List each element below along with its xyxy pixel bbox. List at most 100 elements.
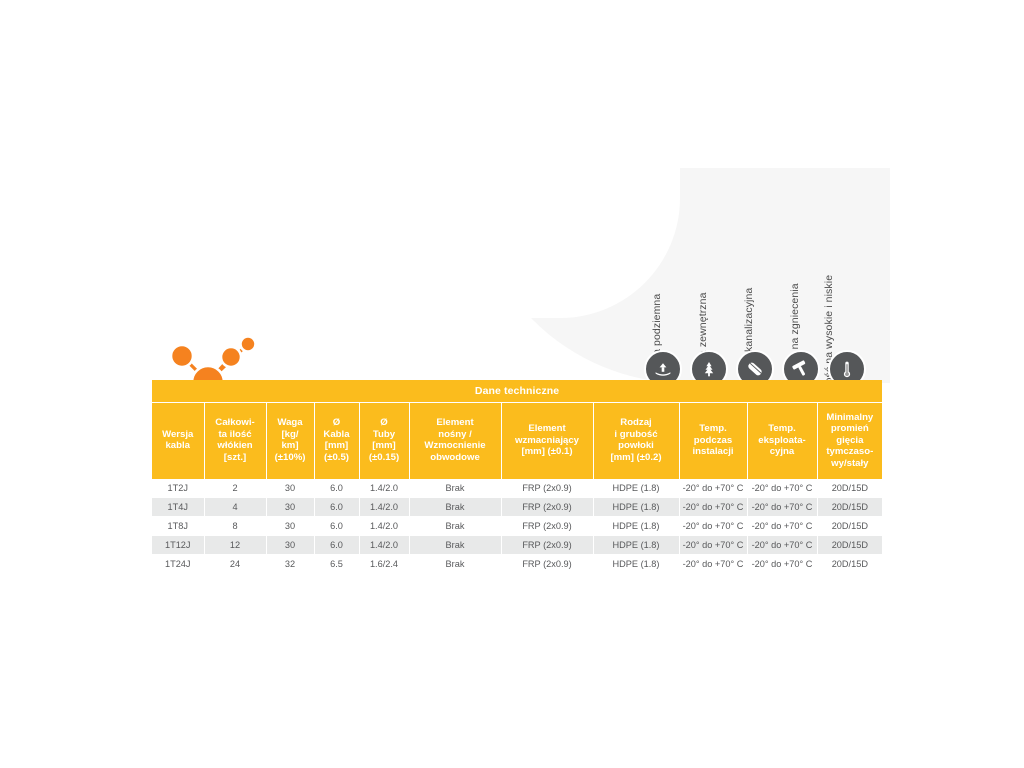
- table-cell: 30: [265, 516, 314, 536]
- header-line: (±0.5): [324, 451, 349, 463]
- table-cell: -20° do +70° C: [746, 554, 817, 574]
- column-header-waga: Waga [kg/ km] (±10%): [265, 402, 314, 479]
- header-line: Kabla: [323, 428, 350, 440]
- table-cell: Brak: [408, 535, 501, 555]
- table-cell: 30: [265, 535, 314, 555]
- header-line: tymczaso-: [826, 446, 874, 457]
- feature-outdoor-installation[interactable]: Instalacja zewnętrzna: [686, 188, 732, 396]
- header-line: (±10%): [274, 451, 306, 463]
- feature-underground-installation[interactable]: Instalacja podziemna: [640, 188, 686, 394]
- table-cell: 32: [265, 554, 314, 574]
- table-cell: -20° do +70° C: [746, 478, 817, 498]
- table-cell: Brak: [408, 497, 501, 517]
- header-line: Temp.: [699, 423, 727, 434]
- column-header-wersja-kabla: Wersja kabla: [152, 402, 204, 479]
- table-column-headers: Wersja kabla Całkowi- ta ilość włókien […: [152, 402, 883, 479]
- cell-cable-version: 1T4J: [152, 497, 204, 517]
- column-header-minimalny-promien-giecia: Minimalny promień gięcia tymczaso- wy/st…: [816, 402, 883, 479]
- header-line: powłoki: [618, 440, 654, 452]
- column-header-srednica-kabla: Ø Kabla [mm] (±0.5): [313, 402, 359, 479]
- header-line: [kg/: [281, 428, 299, 440]
- table-cell: Brak: [408, 554, 501, 574]
- table-title-row: Dane techniczne: [152, 380, 883, 403]
- column-header-element-wzmacniajacy: Element wzmacniający [mm] (±0.1): [500, 402, 593, 479]
- table-cell: 6.0: [313, 478, 359, 498]
- table-title: Dane techniczne: [152, 380, 883, 403]
- cell-cable-version: 1T24J: [152, 554, 204, 574]
- column-header-srednica-tuby: Ø Tuby [mm] (±0.15): [358, 402, 409, 479]
- table-body: 1T2J 2 30 6.0 1.4/2.0 Brak FRP (2x0.9) HDPE (1.…: [152, 478, 883, 574]
- header-line: Element: [436, 417, 474, 429]
- column-header-calkowita-ilosc-wlokien: Całkowi- ta ilość włókien [szt.]: [203, 402, 266, 479]
- header-line: Waga: [277, 417, 303, 429]
- table-cell: 4: [203, 497, 266, 517]
- header-line: [mm]: [372, 440, 396, 452]
- table-cell: 2: [203, 478, 266, 498]
- table-cell: 24: [203, 554, 266, 574]
- column-header-temp-instalacji: Temp. podczas instalacji: [678, 402, 747, 479]
- table-cell: FRP (2x0.9): [500, 535, 593, 555]
- table-cell: -20° do +70° C: [678, 535, 747, 555]
- table-cell: -20° do +70° C: [678, 554, 747, 574]
- header-line: eksploata-: [758, 434, 806, 446]
- header-line: km]: [281, 440, 299, 452]
- table-cell: HDPE (1.8): [592, 516, 679, 536]
- header-line: Wzmocnienie: [424, 440, 486, 452]
- table-row: 1T8J 8 30 6.0 1.4/2.0 Brak FRP (2x0.9) HDPE (1.…: [152, 516, 883, 536]
- header-line: Ø: [332, 417, 341, 429]
- header-line: Ø: [380, 417, 388, 429]
- table-cell: 1.4/2.0: [358, 478, 409, 498]
- table-cell: 1.4/2.0: [358, 535, 409, 555]
- header-line: Temp.: [768, 423, 796, 434]
- table-row: 1T24J 24 32 6.5 1.6/2.4 Brak FRP (2x0.9) HDPE (…: [152, 554, 883, 574]
- table-cell: -20° do +70° C: [746, 497, 817, 517]
- feature-temperature-resistance[interactable]: Odporność na wysokie i niskie temperatur…: [823, 188, 870, 419]
- header-line: obwodowe: [430, 451, 480, 463]
- table-cell: -20° do +70° C: [746, 535, 817, 555]
- header-line: [mm]: [324, 440, 349, 452]
- table-cell: -20° do +70° C: [746, 516, 817, 536]
- feature-duct-installation[interactable]: Instalacja kanalizacyjna: [732, 188, 778, 400]
- header-line: wzmacniający: [515, 434, 579, 446]
- header-line: Rodzaj: [620, 417, 652, 429]
- table-cell: 30: [265, 497, 314, 517]
- header-line: promień: [830, 423, 869, 434]
- table-cell: 6.0: [313, 497, 359, 517]
- table-cell: HDPE (1.8): [592, 535, 679, 555]
- table-cell: 20D/15D: [816, 535, 883, 555]
- table-cell: Brak: [408, 516, 501, 536]
- header-line: Element: [528, 423, 566, 434]
- cell-cable-version: 1T8J: [152, 516, 204, 536]
- header-line: włókien: [217, 440, 253, 452]
- header-line: cyjna: [769, 446, 795, 457]
- header-line: ta ilość: [218, 428, 252, 440]
- header-line: Wersja: [162, 428, 194, 440]
- column-header-rodzaj-i-grubosc-powloki: Rodzaj i grubość powłoki [mm] (±0.2): [592, 402, 679, 479]
- table-cell: Brak: [408, 478, 501, 498]
- table-cell: FRP (2x0.9): [500, 516, 593, 536]
- column-header-element-nosny: Element nośny / Wzmocnienie obwodowe: [408, 402, 501, 479]
- header-line: gięcia: [836, 434, 864, 446]
- header-line: nośny /: [438, 428, 472, 440]
- table-cell: 1.4/2.0: [358, 516, 409, 536]
- header-line: Minimalny: [826, 411, 874, 423]
- table-cell: 6.5: [313, 554, 359, 574]
- header-line: Tuby: [372, 428, 396, 440]
- table-cell: FRP (2x0.9): [500, 497, 593, 517]
- technical-data-table: Dane techniczne Wersja kabla Całkowi- ta…: [152, 380, 883, 574]
- column-header-temp-eksploatacyjna: Temp. eksploata- cyjna: [746, 402, 817, 479]
- header-line: wy/stały: [831, 457, 869, 469]
- table-cell: 1.4/2.0: [358, 497, 409, 517]
- feature-crush-resistance[interactable]: Odporność na zgniecenia: [778, 188, 824, 405]
- table-cell: 20D/15D: [816, 554, 883, 574]
- table-cell: 20D/15D: [816, 497, 883, 517]
- table-cell: 20D/15D: [816, 516, 883, 536]
- header-line: [szt.]: [223, 451, 247, 463]
- table-cell: -20° do +70° C: [678, 516, 747, 536]
- cell-cable-version: 1T12J: [152, 535, 204, 555]
- header-line: (±0.15): [368, 451, 400, 463]
- table-row: 1T4J 4 30 6.0 1.4/2.0 Brak FRP (2x0.9) HDPE (1.…: [152, 497, 883, 517]
- table-cell: -20° do +70° C: [678, 478, 747, 498]
- table-cell: HDPE (1.8): [592, 497, 679, 517]
